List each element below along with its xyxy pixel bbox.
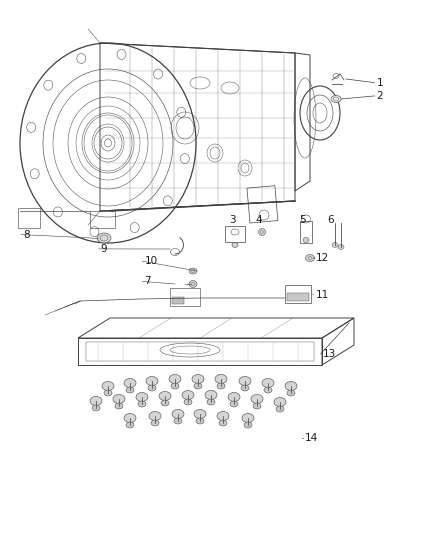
Ellipse shape xyxy=(177,107,186,117)
Ellipse shape xyxy=(262,378,274,387)
Ellipse shape xyxy=(276,406,284,412)
Ellipse shape xyxy=(196,418,204,424)
Ellipse shape xyxy=(253,403,261,409)
Ellipse shape xyxy=(53,207,62,217)
Text: 7: 7 xyxy=(145,277,151,286)
Bar xyxy=(300,221,312,243)
Bar xyxy=(287,293,309,301)
Bar xyxy=(170,288,200,306)
Ellipse shape xyxy=(244,422,252,428)
Ellipse shape xyxy=(163,196,172,206)
Ellipse shape xyxy=(77,53,86,63)
Ellipse shape xyxy=(113,394,125,403)
Ellipse shape xyxy=(92,405,100,411)
Ellipse shape xyxy=(161,400,169,406)
Ellipse shape xyxy=(30,169,39,179)
Ellipse shape xyxy=(239,376,251,385)
Text: 1: 1 xyxy=(377,78,383,87)
Ellipse shape xyxy=(331,95,341,102)
Text: 3: 3 xyxy=(229,215,236,225)
Bar xyxy=(247,185,278,223)
Ellipse shape xyxy=(171,383,179,389)
Ellipse shape xyxy=(205,391,217,400)
Ellipse shape xyxy=(230,401,238,407)
Ellipse shape xyxy=(97,233,111,243)
Ellipse shape xyxy=(219,420,227,426)
Ellipse shape xyxy=(189,280,197,287)
Ellipse shape xyxy=(332,243,338,247)
Ellipse shape xyxy=(102,382,114,391)
Ellipse shape xyxy=(217,383,225,389)
Ellipse shape xyxy=(138,401,146,407)
Ellipse shape xyxy=(287,390,295,396)
Ellipse shape xyxy=(217,411,229,421)
Ellipse shape xyxy=(258,229,265,236)
Ellipse shape xyxy=(241,385,249,391)
Text: 5: 5 xyxy=(299,215,306,225)
Text: 11: 11 xyxy=(315,290,328,300)
Ellipse shape xyxy=(264,387,272,393)
Text: 2: 2 xyxy=(377,91,383,101)
Ellipse shape xyxy=(232,243,238,247)
Ellipse shape xyxy=(146,376,158,385)
Text: 13: 13 xyxy=(323,349,336,359)
Bar xyxy=(172,297,184,304)
Ellipse shape xyxy=(194,383,202,389)
Text: 12: 12 xyxy=(315,253,328,263)
Ellipse shape xyxy=(130,223,139,232)
Text: 6: 6 xyxy=(327,215,334,225)
Ellipse shape xyxy=(215,375,227,384)
Ellipse shape xyxy=(338,245,344,249)
Ellipse shape xyxy=(104,390,112,396)
Ellipse shape xyxy=(124,378,136,387)
Ellipse shape xyxy=(117,50,126,59)
Ellipse shape xyxy=(136,392,148,401)
Text: 9: 9 xyxy=(101,244,107,254)
Ellipse shape xyxy=(151,420,159,426)
Ellipse shape xyxy=(149,411,161,421)
Ellipse shape xyxy=(115,403,123,409)
Ellipse shape xyxy=(159,392,171,400)
Ellipse shape xyxy=(154,69,162,79)
Ellipse shape xyxy=(242,414,254,423)
Ellipse shape xyxy=(169,375,181,384)
Text: 10: 10 xyxy=(145,256,158,266)
Ellipse shape xyxy=(207,399,215,405)
Ellipse shape xyxy=(228,392,240,401)
Ellipse shape xyxy=(148,385,156,391)
Text: 14: 14 xyxy=(305,433,318,443)
Ellipse shape xyxy=(124,414,136,423)
Ellipse shape xyxy=(27,123,35,132)
Ellipse shape xyxy=(274,398,286,407)
Ellipse shape xyxy=(180,154,189,164)
Ellipse shape xyxy=(126,387,134,393)
Ellipse shape xyxy=(172,409,184,418)
Ellipse shape xyxy=(90,227,99,237)
Ellipse shape xyxy=(303,238,309,243)
Ellipse shape xyxy=(192,375,204,384)
Ellipse shape xyxy=(305,254,314,262)
Ellipse shape xyxy=(194,409,206,418)
Text: 4: 4 xyxy=(255,215,262,225)
Ellipse shape xyxy=(126,422,134,428)
Ellipse shape xyxy=(251,394,263,403)
Ellipse shape xyxy=(189,268,197,274)
Bar xyxy=(285,285,311,303)
Ellipse shape xyxy=(184,399,192,405)
Bar xyxy=(225,226,245,242)
Bar xyxy=(18,208,40,228)
Ellipse shape xyxy=(174,418,182,424)
Ellipse shape xyxy=(285,382,297,391)
Ellipse shape xyxy=(182,391,194,400)
Ellipse shape xyxy=(44,80,53,90)
Text: 8: 8 xyxy=(23,230,29,239)
Ellipse shape xyxy=(90,397,102,406)
